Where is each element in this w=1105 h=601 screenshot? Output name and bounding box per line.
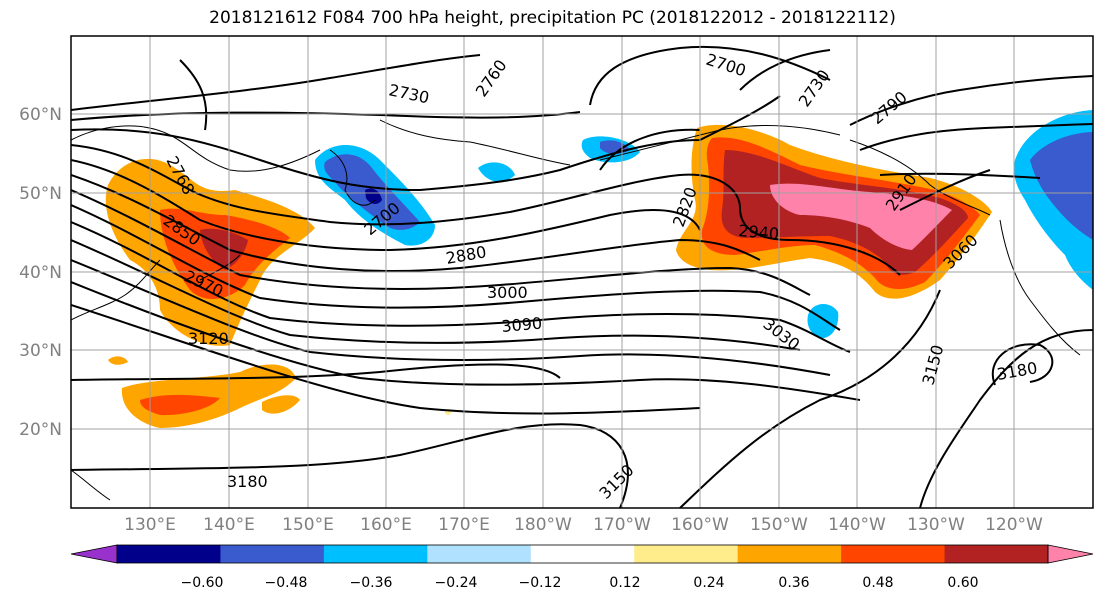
contour-label: 3180: [227, 472, 268, 491]
lon-tick-label: 140°W: [828, 515, 886, 535]
colorbar-extend-max: [1047, 544, 1094, 564]
precip-region-bering: [478, 162, 515, 182]
contour-label: 3090: [501, 314, 543, 336]
map-title: 2018121612 F084 700 hPa height, precipit…: [209, 8, 896, 28]
precip-shading: [105, 110, 1093, 428]
colorbar: −0.60 −0.48 −0.36 −0.24 −0.12 0.12 0.24 …: [70, 544, 1094, 591]
lon-tick-label: 170°W: [593, 515, 651, 535]
precip-region-small: [262, 395, 300, 414]
colorbar-segment: [634, 545, 739, 563]
colorbar-frame: [116, 544, 1049, 564]
colorbar-label: −0.36: [350, 575, 393, 591]
precip-region-japan-dark: [200, 228, 248, 270]
graticule: [71, 36, 1093, 508]
precip-region-subtropical-red: [140, 394, 220, 416]
colorbar-label: 0.24: [693, 575, 724, 591]
contour-label: 3120: [188, 329, 229, 348]
colorbar-segment: [220, 545, 325, 563]
colorbar-label: 0.48: [862, 575, 893, 591]
colorbar-segment: [427, 545, 532, 563]
colorbar-label: −0.60: [181, 575, 224, 591]
lat-tick-label: 50°N: [19, 184, 62, 204]
lat-tick-label: 60°N: [19, 105, 62, 125]
contour-label: 3000: [487, 283, 528, 302]
lat-tick-label: 40°N: [19, 263, 62, 283]
lat-tick-label: 20°N: [19, 420, 62, 440]
lon-tick-label: 180°W: [514, 515, 572, 535]
coastlines: [71, 119, 1081, 501]
colorbar-segment: [841, 545, 946, 563]
colorbar-segment: [737, 545, 842, 563]
lon-tick-label: 170°E: [438, 515, 490, 535]
contour-label: 2940: [738, 221, 780, 243]
lon-tick-label: 160°E: [360, 515, 412, 535]
colorbar-label: −0.24: [435, 575, 478, 591]
precip-region-central-pacific: [807, 304, 839, 339]
lon-tick-label: 130°E: [124, 515, 176, 535]
longitude-labels: 130°E 140°E 150°E 160°E 170°E 180°W 170°…: [124, 515, 1043, 535]
lon-tick-label: 120°W: [985, 515, 1043, 535]
colorbar-label: −0.12: [519, 575, 562, 591]
colorbar-label: 0.36: [778, 575, 809, 591]
lon-tick-label: 140°E: [203, 515, 255, 535]
lon-tick-label: 130°W: [907, 515, 965, 535]
lon-tick-label: 150°W: [750, 515, 808, 535]
colorbar-segment: [117, 545, 221, 563]
height-contours: [71, 45, 1093, 508]
colorbar-labels: −0.60 −0.48 −0.36 −0.24 −0.12 0.12 0.24 …: [181, 575, 979, 591]
colorbar-segment: [944, 545, 1049, 563]
colorbar-segment: [323, 545, 428, 563]
colorbar-label: −0.48: [265, 575, 308, 591]
lon-tick-label: 150°E: [282, 515, 334, 535]
lon-tick-label: 160°W: [671, 515, 729, 535]
map-frame: [70, 35, 1094, 509]
colorbar-segment: [530, 545, 635, 563]
colorbar-extend-min: [70, 544, 118, 564]
colorbar-label: 0.12: [609, 575, 640, 591]
lat-tick-label: 30°N: [19, 341, 62, 361]
colorbar-label: 0.60: [947, 575, 978, 591]
latitude-labels: 60°N 50°N 40°N 30°N 20°N: [19, 105, 62, 440]
colorbar-segments: [70, 544, 1094, 564]
